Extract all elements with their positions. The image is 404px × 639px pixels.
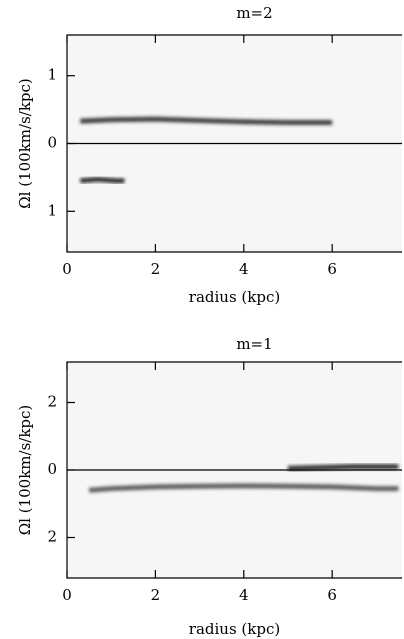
ridge — [80, 116, 333, 125]
x-axis-label: radius (kpc) — [189, 620, 280, 638]
x-tick-label: 2 — [151, 586, 161, 604]
y-tick-label: 2 — [47, 393, 57, 411]
x-tick-label: 4 — [239, 586, 249, 604]
y-tick-label: 1 — [47, 201, 57, 219]
x-tick-label: 6 — [327, 260, 337, 278]
x-tick-label: 0 — [62, 260, 72, 278]
y-tick-label: 1 — [47, 66, 57, 84]
y-tick-label: 0 — [47, 460, 57, 478]
x-tick-label: 0 — [62, 586, 72, 604]
y-axis-label: Ωl (100km/s/kpc) — [16, 78, 34, 209]
ridge — [287, 464, 399, 471]
y-tick-label: 0 — [47, 134, 57, 152]
x-tick-label: 6 — [327, 586, 337, 604]
y-tick-label: 2 — [47, 528, 57, 546]
x-tick-label: 4 — [239, 260, 249, 278]
y-axis-label: Ωl (100km/s/kpc) — [16, 405, 34, 536]
chart-title: m=1 — [236, 335, 272, 353]
chart-title: m=2 — [236, 4, 272, 22]
ridge — [80, 176, 125, 184]
ridge — [88, 483, 399, 493]
x-axis-label: radius (kpc) — [189, 288, 280, 306]
x-tick-label: 2 — [151, 260, 161, 278]
